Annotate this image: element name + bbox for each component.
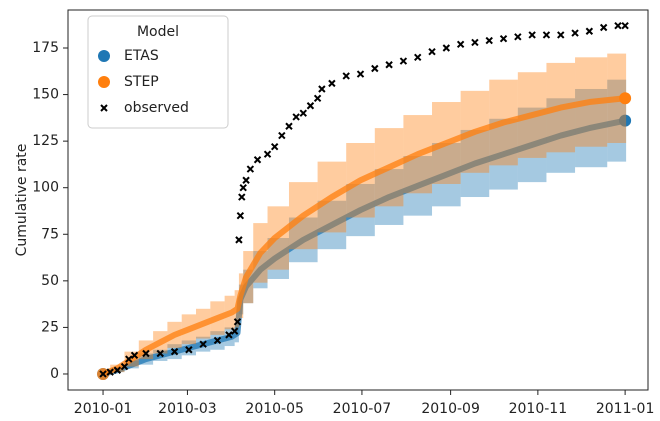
x-marker [120,362,129,371]
x-marker [199,340,207,348]
x-marker [239,183,247,192]
legend-marker [98,50,110,62]
x-marker [233,318,242,326]
x-marker [557,31,565,39]
x-marker [225,331,233,339]
end-point [619,114,632,127]
x-tick-label: 2010-05 [245,401,304,417]
x-marker [318,85,326,93]
x-marker [230,327,239,335]
y-tick-label: 50 [41,273,59,289]
legend-label: observed [124,100,189,116]
x-marker [292,113,300,121]
x-marker [499,34,508,43]
y-tick-label: 125 [32,133,59,149]
x-marker [253,156,262,164]
plot-frame [67,9,649,391]
x-marker [614,21,622,30]
y-tick-label: 150 [32,87,59,103]
x-marker [113,366,122,374]
x-marker [399,57,408,65]
x-marker [236,211,245,220]
x-marker [371,64,379,73]
y-tick-label: 100 [32,180,59,196]
x-marker [356,70,365,78]
x-marker [142,349,150,358]
x-tick-label: 2010-07 [333,401,392,417]
x-marker [485,36,493,45]
legend-title: Model [137,24,179,40]
y-tick-label: 25 [41,319,59,335]
end-point [619,92,632,105]
x-marker [385,61,393,69]
x-marker [125,355,133,363]
mean-line [101,95,626,377]
x-marker [585,27,594,35]
x-marker [456,40,465,48]
x-marker [242,176,250,184]
y-axis-label: Cumulative rate [14,144,30,257]
x-tick-label: 2010-09 [421,401,480,417]
x-marker [571,29,579,37]
x-marker [428,48,436,56]
x-marker [471,38,479,47]
x-marker [542,31,551,39]
x-marker [414,53,422,62]
y-tick-label: 175 [32,40,59,56]
x-marker [342,72,350,80]
x-marker [213,336,222,345]
x-marker [278,131,286,140]
x-marker [156,349,164,358]
x-marker [514,33,522,41]
y-tick-label: 0 [50,366,59,382]
mean-line [102,117,626,377]
x-marker [599,23,608,32]
x-tick-label: 2010-11 [509,401,568,417]
x-marker [299,109,307,117]
legend-box [87,15,229,129]
x-tick-label: 2010-01 [74,401,133,417]
x-marker [185,346,193,354]
legend-marker [98,76,110,88]
x-marker [99,370,107,378]
legend-label: STEP [124,74,159,90]
y-tick-label: 75 [41,226,59,242]
x-marker [306,102,315,110]
x-tick-label: 2011-01 [596,401,655,417]
x-marker [246,165,255,173]
x-marker [106,368,114,376]
x-marker [442,44,451,52]
x-marker [238,193,246,201]
x-marker [621,21,629,30]
x-marker [130,351,139,360]
x-marker [270,143,279,151]
x-marker [100,104,108,112]
x-marker [328,79,336,88]
x-marker [313,94,322,103]
x-tick-label: 2010-03 [158,401,217,417]
x-marker [235,236,243,244]
x-marker [528,31,536,39]
legend-label: ETAS [124,48,159,64]
x-marker [170,347,179,356]
x-marker [263,150,272,158]
x-marker [285,122,293,130]
